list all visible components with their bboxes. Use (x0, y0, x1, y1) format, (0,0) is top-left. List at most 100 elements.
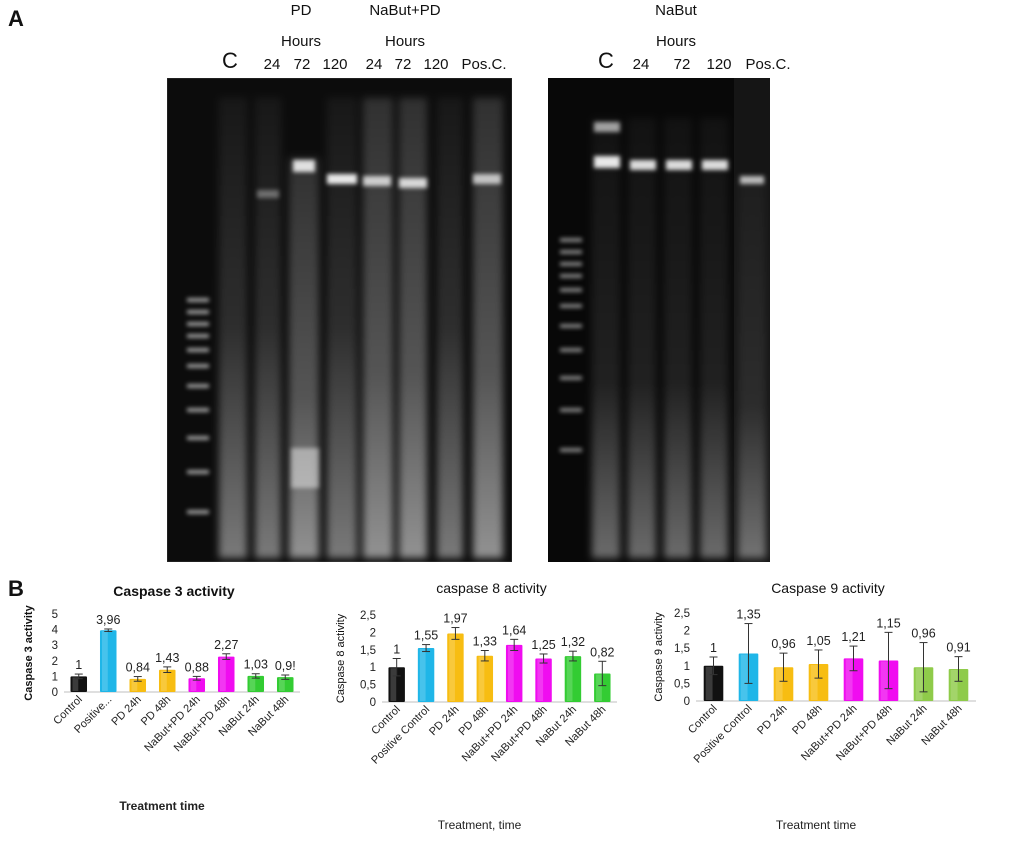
y-tick-label: 0 (684, 696, 690, 708)
error-bar (954, 656, 963, 682)
bar (447, 633, 464, 702)
bar-highlight (845, 659, 853, 700)
error-bar (222, 653, 231, 660)
bar-highlight (190, 679, 197, 691)
data-label: 1,35 (736, 608, 760, 622)
error-bar (709, 656, 718, 676)
error-bar (884, 631, 893, 690)
bar-highlight (950, 669, 958, 700)
y-tick-label: 5 (52, 609, 58, 621)
y-tick-label: 2 (684, 626, 690, 638)
data-label: 0,88 (185, 660, 209, 674)
error-bar (251, 673, 260, 679)
bar-highlight (160, 670, 167, 691)
error-bar (451, 627, 460, 640)
data-label: 1,25 (531, 638, 555, 652)
data-label: 2,27 (214, 638, 238, 652)
x-axis-label: Treatment time (776, 818, 857, 832)
y-tick-label: 1,5 (674, 643, 690, 655)
bar (388, 667, 405, 702)
data-label: 1 (75, 658, 82, 672)
data-label: 0,82 (590, 645, 614, 659)
bar-highlight (419, 649, 426, 701)
error-bar (814, 649, 823, 679)
bar (948, 668, 969, 701)
data-label: 1 (710, 641, 717, 655)
bar-highlight (705, 666, 713, 700)
bar (594, 673, 611, 702)
x-tick-label: PD 24h (109, 694, 143, 728)
bar (188, 678, 206, 692)
bar (843, 658, 864, 701)
gel1-lane-label: Pos.C. (461, 56, 507, 73)
bar-highlight (810, 665, 818, 700)
bar-highlight (249, 676, 256, 691)
bar (417, 648, 435, 702)
data-label: 3,96 (96, 613, 120, 627)
data-label: 1 (393, 643, 400, 657)
bar-highlight (537, 659, 544, 701)
error-bar (74, 673, 83, 680)
gel1-lane-label: 24 (365, 56, 383, 73)
error-bar (779, 652, 788, 682)
gel1-group-nabutpd-hours-label: Hours (384, 33, 426, 50)
bar (703, 665, 724, 701)
bar-highlight (390, 668, 397, 701)
panel-a-letter: A (8, 6, 24, 31)
y-tick-label: 2,5 (674, 608, 690, 620)
y-axis-label: Caspase 9 activity (653, 612, 665, 702)
bar-highlight (740, 654, 748, 700)
data-label: 0,96 (771, 637, 795, 651)
data-label: 0,91 (946, 641, 970, 655)
x-tick-label: PD 24h (755, 703, 789, 737)
bar-highlight (507, 645, 514, 701)
gel2-lane-label: Pos.C. (745, 56, 791, 73)
y-tick-label: 2,5 (360, 610, 376, 622)
gel2-lane-label: C (598, 48, 614, 73)
chart-title: Caspase 3 activity (113, 583, 235, 599)
bar (129, 678, 147, 692)
data-label: 1,64 (502, 623, 526, 637)
error-bar (133, 676, 142, 682)
bar (158, 669, 176, 692)
gel1-lane-label: C (222, 48, 238, 73)
y-axis-label: Caspase 8 activity (335, 613, 347, 703)
bar-highlight (915, 668, 923, 700)
gel2-lane-label: 120 (706, 56, 732, 73)
y-tick-label: 1 (370, 662, 376, 674)
data-label: 0,84 (126, 661, 150, 675)
bar-highlight (775, 668, 783, 700)
caspase3-chart: Caspase 3 activity Caspase 3 activity 0 1 2 3… (23, 583, 300, 813)
bar-highlight (478, 656, 485, 701)
y-tick-label: 4 (52, 625, 59, 637)
bar (70, 676, 88, 692)
x-tick-label: PD 48h (790, 703, 824, 737)
panel-b-letter: B (8, 576, 24, 601)
bar-highlight (566, 657, 573, 701)
error-bar (568, 650, 577, 662)
bar-highlight (219, 657, 226, 691)
y-tick-label: 1 (52, 671, 58, 683)
x-axis-label: Treatment, time (438, 818, 522, 832)
data-label: 1,55 (414, 629, 438, 643)
bar (276, 677, 294, 692)
bar-highlight (278, 678, 285, 691)
gel2-lane-label: 72 (673, 56, 691, 73)
bar-highlight (72, 677, 79, 691)
data-label: 0,9! (275, 659, 296, 673)
x-tick-label: Control (686, 703, 720, 737)
data-label: 1,15 (876, 616, 900, 630)
data-label: 1,33 (473, 634, 497, 648)
bar (535, 658, 552, 702)
gel1-group-nabutpd-label: NaBut+PD (369, 2, 441, 19)
caspase9-chart: Caspase 9 activity Caspase 9 activity 0 0,5… (653, 580, 976, 832)
y-tick-label: 0 (370, 697, 376, 709)
error-bar (163, 666, 172, 673)
error-bar (480, 649, 489, 662)
gel1-group-pd-hours-label: Hours (280, 33, 322, 50)
data-label: 1,97 (443, 612, 467, 626)
error-bar (849, 645, 858, 672)
x-tick-label: PD 24h (427, 704, 461, 738)
error-bar (392, 658, 401, 677)
data-label: 1,05 (806, 634, 830, 648)
